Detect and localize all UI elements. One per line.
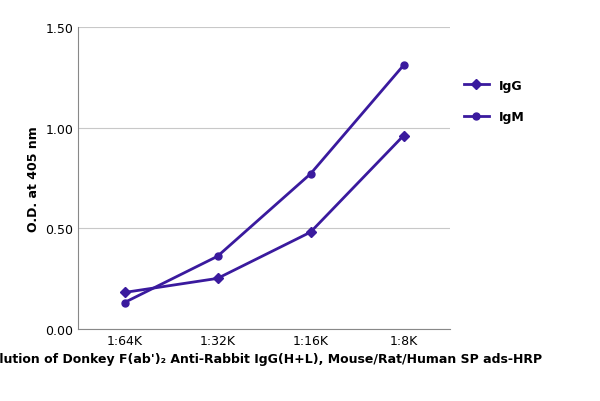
IgM [307,172,314,177]
IgG [121,290,128,295]
IgM [400,64,407,69]
Line: IgM: IgM [121,63,407,306]
IgM [214,254,221,259]
Y-axis label: O.D. at 405 nm: O.D. at 405 nm [26,126,40,231]
IgG [400,134,407,139]
IgM [121,300,128,305]
IgG [307,230,314,235]
Line: IgG: IgG [121,133,407,296]
X-axis label: Dilution of Donkey F(ab')₂ Anti-Rabbit IgG(H+L), Mouse/Rat/Human SP ads-HRP: Dilution of Donkey F(ab')₂ Anti-Rabbit I… [0,352,542,365]
Legend: IgG, IgM: IgG, IgM [464,79,524,124]
IgG [214,276,221,281]
